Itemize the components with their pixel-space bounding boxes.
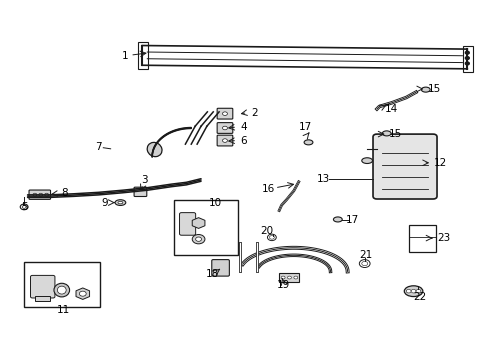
FancyBboxPatch shape [134, 187, 147, 197]
Text: 12: 12 [434, 158, 447, 168]
Circle shape [268, 234, 276, 240]
Ellipse shape [421, 87, 430, 92]
Text: 8: 8 [61, 188, 68, 198]
FancyBboxPatch shape [30, 275, 55, 298]
Text: 10: 10 [209, 198, 222, 208]
Circle shape [22, 206, 26, 208]
Ellipse shape [118, 201, 123, 204]
Text: 21: 21 [360, 250, 373, 260]
Circle shape [222, 126, 227, 130]
Ellipse shape [54, 283, 70, 297]
Circle shape [79, 291, 86, 296]
Circle shape [294, 276, 298, 279]
FancyBboxPatch shape [179, 213, 196, 235]
FancyBboxPatch shape [373, 134, 437, 199]
Text: 9: 9 [101, 198, 108, 208]
Circle shape [20, 204, 28, 210]
Text: 1: 1 [122, 50, 128, 60]
Ellipse shape [362, 158, 372, 163]
Text: 17: 17 [299, 122, 312, 132]
FancyBboxPatch shape [29, 190, 50, 199]
Ellipse shape [382, 131, 391, 136]
Text: 5: 5 [21, 202, 27, 212]
Circle shape [406, 289, 411, 293]
Circle shape [222, 112, 227, 116]
Circle shape [362, 261, 368, 266]
Circle shape [466, 62, 469, 65]
Bar [24, 262, 100, 307]
Circle shape [270, 235, 274, 239]
Bar [139, 42, 148, 69]
Text: 15: 15 [428, 84, 441, 94]
Ellipse shape [333, 217, 342, 222]
Text: 23: 23 [437, 233, 450, 243]
Text: 18: 18 [206, 269, 220, 279]
Circle shape [33, 193, 37, 196]
Circle shape [281, 276, 285, 279]
Bar [409, 225, 436, 252]
Text: 13: 13 [317, 174, 330, 184]
Circle shape [411, 289, 416, 293]
Bar [279, 273, 299, 282]
Circle shape [466, 57, 469, 59]
Circle shape [359, 260, 370, 267]
Text: 15: 15 [389, 129, 402, 139]
Text: 22: 22 [413, 292, 426, 302]
FancyBboxPatch shape [217, 123, 233, 134]
Text: 19: 19 [276, 280, 290, 290]
Text: 20: 20 [260, 226, 273, 236]
Bar [35, 296, 49, 301]
Text: 3: 3 [142, 175, 148, 185]
Text: 2: 2 [251, 108, 258, 118]
Text: 17: 17 [346, 215, 359, 225]
Bar [174, 200, 238, 255]
Circle shape [416, 289, 421, 293]
Circle shape [45, 193, 49, 196]
Ellipse shape [115, 200, 126, 206]
Ellipse shape [304, 140, 313, 145]
Circle shape [288, 276, 292, 279]
Circle shape [196, 237, 201, 241]
Circle shape [466, 51, 469, 54]
Text: 16: 16 [262, 184, 275, 194]
FancyBboxPatch shape [217, 135, 233, 146]
Circle shape [39, 193, 43, 196]
Text: 14: 14 [385, 104, 398, 114]
Ellipse shape [147, 143, 162, 157]
Circle shape [192, 234, 205, 244]
Text: 7: 7 [95, 142, 102, 152]
Circle shape [222, 139, 227, 142]
Text: 11: 11 [57, 305, 70, 315]
Ellipse shape [57, 286, 66, 294]
Bar [464, 45, 473, 72]
FancyBboxPatch shape [212, 260, 229, 276]
Text: 4: 4 [240, 122, 247, 132]
FancyBboxPatch shape [217, 108, 233, 119]
Text: 6: 6 [240, 136, 247, 145]
Ellipse shape [404, 286, 423, 297]
